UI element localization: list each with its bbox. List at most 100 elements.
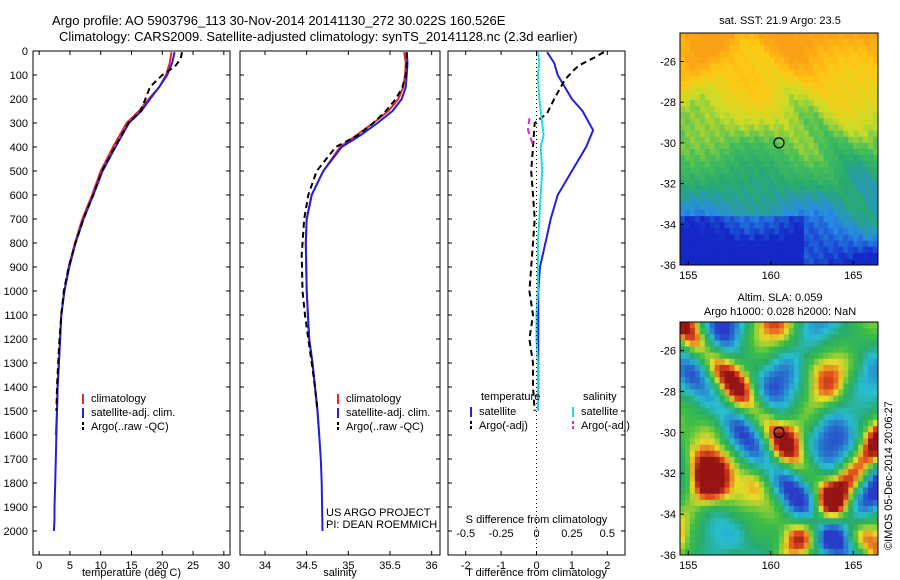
map-cell xyxy=(749,432,755,439)
map-cell xyxy=(694,210,701,217)
map-cell xyxy=(729,407,735,415)
map-cell xyxy=(843,100,849,107)
map-cell xyxy=(680,246,686,254)
map-cell xyxy=(843,197,849,205)
map-cell xyxy=(798,210,805,217)
map-cell xyxy=(838,481,844,488)
map-cell xyxy=(803,185,810,193)
map-cell xyxy=(774,39,780,46)
map-cell xyxy=(739,407,745,415)
map-cell xyxy=(843,228,849,235)
map-cell xyxy=(684,371,691,378)
map-cell xyxy=(858,63,864,71)
map-cell xyxy=(833,358,839,366)
map-cell xyxy=(714,328,720,335)
map-cell xyxy=(833,118,839,125)
map-cell xyxy=(838,334,844,341)
map-cell xyxy=(873,136,879,144)
map-cell xyxy=(848,426,854,433)
map-cell xyxy=(803,161,810,168)
map-cell xyxy=(754,112,760,119)
map-cell xyxy=(759,240,765,248)
map-cell xyxy=(818,499,824,507)
map-cell xyxy=(709,203,716,211)
y-tick-label: 1600 xyxy=(4,430,28,442)
map-cell xyxy=(739,358,745,366)
map-cell xyxy=(704,358,711,366)
map-cell xyxy=(769,136,775,144)
map-cell xyxy=(818,124,824,132)
map-cell xyxy=(709,216,716,223)
map-cell xyxy=(798,352,805,360)
map-cell xyxy=(813,493,819,501)
map-cell xyxy=(709,413,716,421)
map-cell xyxy=(714,444,720,452)
map-cell xyxy=(793,136,800,144)
map-cell xyxy=(803,51,810,58)
map-cell xyxy=(853,124,859,132)
map-cell xyxy=(813,94,819,101)
map-cell xyxy=(828,518,834,525)
map-cell xyxy=(818,100,824,107)
map-cell xyxy=(734,106,740,113)
map-cell xyxy=(843,536,849,544)
map-cell xyxy=(868,106,874,113)
map-cell xyxy=(699,469,706,476)
map-cell xyxy=(759,389,765,396)
map-cell xyxy=(863,420,869,427)
map-cell xyxy=(808,463,815,470)
map-cell xyxy=(848,94,854,101)
map-cell xyxy=(704,222,711,229)
map-cell xyxy=(684,179,691,187)
map-cell xyxy=(873,389,879,396)
map-cell xyxy=(734,487,740,495)
map-cell xyxy=(774,542,780,550)
map-cell xyxy=(684,536,691,544)
map-cell xyxy=(744,512,750,519)
map-cell xyxy=(843,75,849,83)
map-cell xyxy=(709,407,716,415)
map-cell xyxy=(823,155,829,162)
map-cell xyxy=(793,542,800,550)
map-cell xyxy=(754,328,760,335)
map-cell xyxy=(759,167,765,174)
map-cell xyxy=(823,185,829,193)
map-cell xyxy=(873,161,879,168)
map-cell xyxy=(808,395,815,403)
map-cell xyxy=(699,94,706,101)
map-cell xyxy=(783,548,790,556)
map-cell xyxy=(694,130,701,138)
map-cell xyxy=(759,334,765,341)
map-cell xyxy=(833,377,839,384)
map-cell xyxy=(783,142,790,150)
map-cell xyxy=(818,524,824,531)
map-cell xyxy=(774,185,780,193)
map-cell xyxy=(694,340,701,347)
map-cell xyxy=(818,487,824,495)
map-cell xyxy=(699,438,706,446)
map-cell xyxy=(769,426,775,433)
map-cell xyxy=(823,524,829,531)
map-cell xyxy=(868,530,874,537)
map-cell xyxy=(719,548,725,556)
map-cell xyxy=(759,155,765,162)
map-cell xyxy=(818,346,824,354)
map-cell xyxy=(798,426,805,433)
map-cell xyxy=(833,51,839,58)
map-cell xyxy=(739,426,745,433)
map-cell xyxy=(783,377,790,384)
map-cell xyxy=(759,136,765,144)
map-cell xyxy=(843,371,849,378)
map-cell xyxy=(788,334,795,341)
map-cell xyxy=(729,197,735,205)
legend-label: satellite-adj. clim. xyxy=(91,407,175,419)
map-cell xyxy=(759,142,765,150)
map-cell xyxy=(684,493,691,501)
map-cell xyxy=(823,530,829,537)
map-cell xyxy=(803,197,810,205)
map-cell xyxy=(754,536,760,544)
map-cell xyxy=(873,234,879,241)
map-cell xyxy=(838,216,844,223)
map-cell xyxy=(684,112,691,119)
map-cell xyxy=(739,87,745,95)
